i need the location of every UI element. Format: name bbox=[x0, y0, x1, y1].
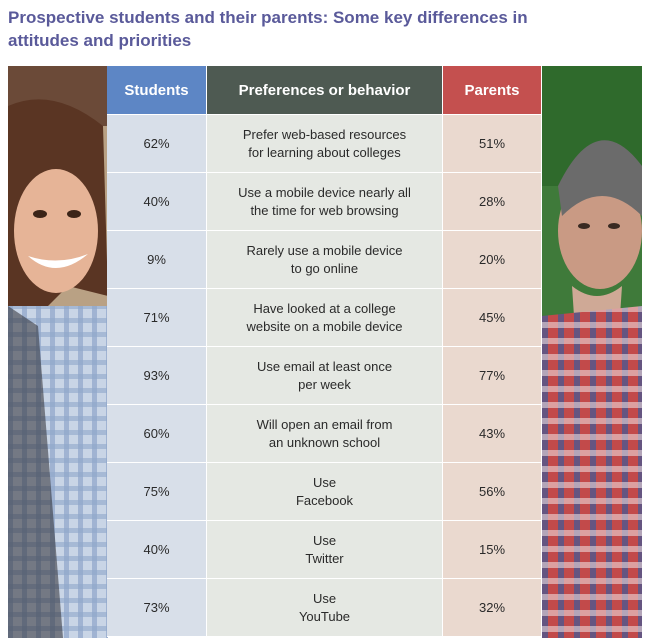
parents-value: 20% bbox=[443, 231, 542, 289]
behavior-line: Use bbox=[312, 474, 337, 490]
behavior-cell: Use a mobile device nearly all the time f… bbox=[207, 173, 443, 231]
behavior-line: Have looked at a college bbox=[253, 300, 396, 316]
chart-title: Prospective students and their parents: … bbox=[8, 6, 608, 52]
header-students: Students bbox=[107, 66, 207, 115]
table-row: 73% Use YouTube 32% bbox=[107, 579, 542, 637]
parents-value: 43% bbox=[443, 405, 542, 463]
title-line-2: attitudes and priorities bbox=[8, 31, 192, 50]
behavior-line: Use bbox=[312, 590, 337, 606]
table-row: 93% Use email at least once per week 77% bbox=[107, 347, 542, 405]
students-value: 60% bbox=[107, 405, 207, 463]
behavior-line: Twitter bbox=[305, 550, 344, 566]
behavior-cell: Rarely use a mobile device to go online bbox=[207, 231, 443, 289]
behavior-cell: Will open an email from an unknown school bbox=[207, 405, 443, 463]
behavior-line: Use a mobile device nearly all bbox=[238, 184, 411, 200]
behavior-line: Use bbox=[312, 532, 337, 548]
behavior-cell: Prefer web-based resources for learning a… bbox=[207, 115, 443, 173]
behavior-line: Will open an email from bbox=[256, 416, 393, 432]
behavior-line: Prefer web-based resources bbox=[242, 126, 407, 142]
students-value: 40% bbox=[107, 521, 207, 579]
behavior-line: per week bbox=[298, 376, 351, 392]
behavior-line: Facebook bbox=[295, 492, 354, 508]
behavior-line: for learning about colleges bbox=[248, 144, 401, 160]
table-row: 9% Rarely use a mobile device to go onlin… bbox=[107, 231, 542, 289]
behavior-line: YouTube bbox=[298, 608, 351, 624]
table-row: 71% Have looked at a college website on a… bbox=[107, 289, 542, 347]
parents-value: 77% bbox=[443, 347, 542, 405]
students-value: 93% bbox=[107, 347, 207, 405]
header-parents: Parents bbox=[443, 66, 542, 115]
table-row: 75% Use Facebook 56% bbox=[107, 463, 542, 521]
parent-photo bbox=[542, 66, 642, 638]
students-value: 75% bbox=[107, 463, 207, 521]
students-value: 9% bbox=[107, 231, 207, 289]
behavior-line: the time for web browsing bbox=[250, 202, 399, 218]
behavior-cell: Have looked at a college website on a mob… bbox=[207, 289, 443, 347]
title-line-1: Prospective students and their parents: … bbox=[8, 8, 528, 27]
behavior-line: website on a mobile device bbox=[246, 318, 403, 334]
behavior-cell: Use Facebook bbox=[207, 463, 443, 521]
table-row: 62% Prefer web-based resources for learni… bbox=[107, 115, 542, 173]
students-value: 71% bbox=[107, 289, 207, 347]
header-preferences: Preferences or behavior bbox=[207, 66, 443, 115]
behavior-cell: Use email at least once per week bbox=[207, 347, 443, 405]
table-row: 60% Will open an email from an unknown sc… bbox=[107, 405, 542, 463]
parents-value: 51% bbox=[443, 115, 542, 173]
header-row: Students Preferences or behavior Parents bbox=[107, 66, 542, 115]
parents-value: 32% bbox=[443, 579, 542, 637]
table-row: 40% Use Twitter 15% bbox=[107, 521, 542, 579]
behavior-cell: Use YouTube bbox=[207, 579, 443, 637]
behavior-line: to go online bbox=[290, 260, 359, 276]
students-value: 62% bbox=[107, 115, 207, 173]
behavior-cell: Use Twitter bbox=[207, 521, 443, 579]
students-value: 40% bbox=[107, 173, 207, 231]
parents-value: 45% bbox=[443, 289, 542, 347]
comparison-table: Students Preferences or behavior Parents… bbox=[107, 66, 542, 637]
parents-value: 28% bbox=[443, 173, 542, 231]
student-photo bbox=[8, 66, 108, 638]
behavior-line: Use email at least once bbox=[256, 358, 393, 374]
students-value: 73% bbox=[107, 579, 207, 637]
behavior-line: Rarely use a mobile device bbox=[246, 242, 403, 258]
parents-value: 56% bbox=[443, 463, 542, 521]
parents-value: 15% bbox=[443, 521, 542, 579]
table-row: 40% Use a mobile device nearly all the ti… bbox=[107, 173, 542, 231]
behavior-line: an unknown school bbox=[268, 434, 381, 450]
